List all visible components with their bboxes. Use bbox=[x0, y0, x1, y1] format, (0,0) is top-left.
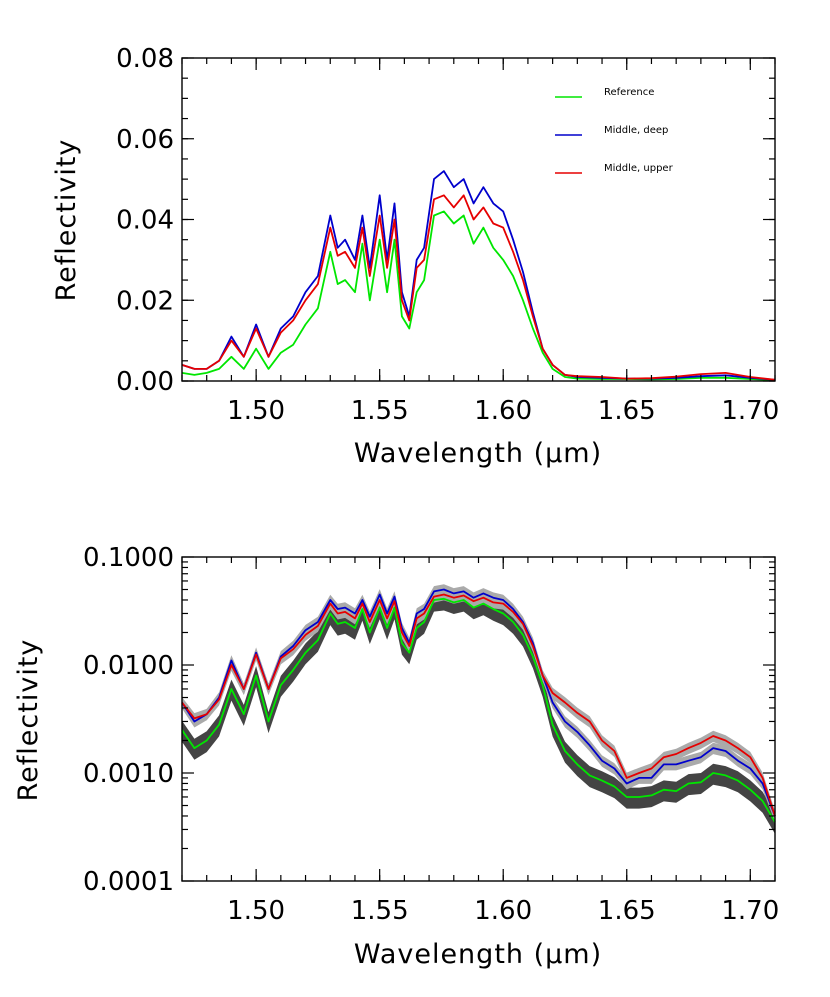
bottom-series-reference bbox=[181, 597, 776, 823]
top-x-axis-label: Wavelength (μm) bbox=[354, 438, 602, 469]
bottom-panel: 1.50 1.55 1.60 1.65 1.70 0.0001 0.0010 0.0100 0.… bbox=[13, 543, 779, 970]
bottom-y-tick-label: 0.0001 bbox=[83, 867, 174, 897]
bottom-x-tick-label: 1.55 bbox=[351, 896, 409, 926]
top-y-tick-label: 0.08 bbox=[116, 44, 174, 74]
bottom-series-middle-upper bbox=[181, 593, 776, 817]
top-series-reference bbox=[181, 210, 776, 382]
top-series-middle-upper bbox=[181, 194, 776, 381]
top-y-tick-label: 0.00 bbox=[116, 367, 174, 397]
top-x-tick-label: 1.65 bbox=[598, 396, 656, 426]
legend-label-middle-upper: Middle, upper bbox=[604, 163, 674, 174]
bottom-x-tick-label: 1.60 bbox=[474, 896, 532, 926]
bottom-series-middle-deep bbox=[181, 588, 776, 817]
top-x-tick-label: 1.60 bbox=[474, 396, 532, 426]
top-x-tick-label: 1.50 bbox=[227, 396, 285, 426]
bottom-y-tick-label: 0.0100 bbox=[83, 651, 174, 681]
bottom-y-tick-label: 0.1000 bbox=[83, 543, 174, 573]
top-x-tick-label: 1.70 bbox=[721, 396, 779, 426]
bottom-x-tick-label: 1.50 bbox=[227, 896, 285, 926]
bottom-x-axis-label: Wavelength (μm) bbox=[354, 939, 602, 970]
top-x-tick-label: 1.55 bbox=[351, 396, 409, 426]
bottom-y-axis-label: Reflectivity bbox=[13, 639, 44, 802]
top-y-tick-label: 0.06 bbox=[116, 125, 174, 155]
legend-label-reference: Reference bbox=[604, 87, 654, 98]
legend-label-middle-deep: Middle, deep bbox=[604, 125, 668, 136]
bottom-y-tick-label: 0.0010 bbox=[83, 759, 174, 789]
top-plot-frame bbox=[181, 57, 776, 382]
top-panel: 1.50 1.55 1.60 1.65 1.70 0.00 0.02 0.04 0.06 0.08… bbox=[51, 44, 779, 469]
bottom-x-tick-label: 1.65 bbox=[598, 896, 656, 926]
top-y-axis-label: Reflectivity bbox=[51, 139, 82, 302]
top-series-middle-deep bbox=[181, 170, 776, 381]
bottom-x-tick-label: 1.70 bbox=[721, 896, 779, 926]
top-legend: Reference Middle, deep Middle, upper bbox=[555, 87, 674, 174]
top-y-tick-label: 0.04 bbox=[116, 206, 174, 236]
top-y-tick-label: 0.02 bbox=[116, 286, 174, 316]
